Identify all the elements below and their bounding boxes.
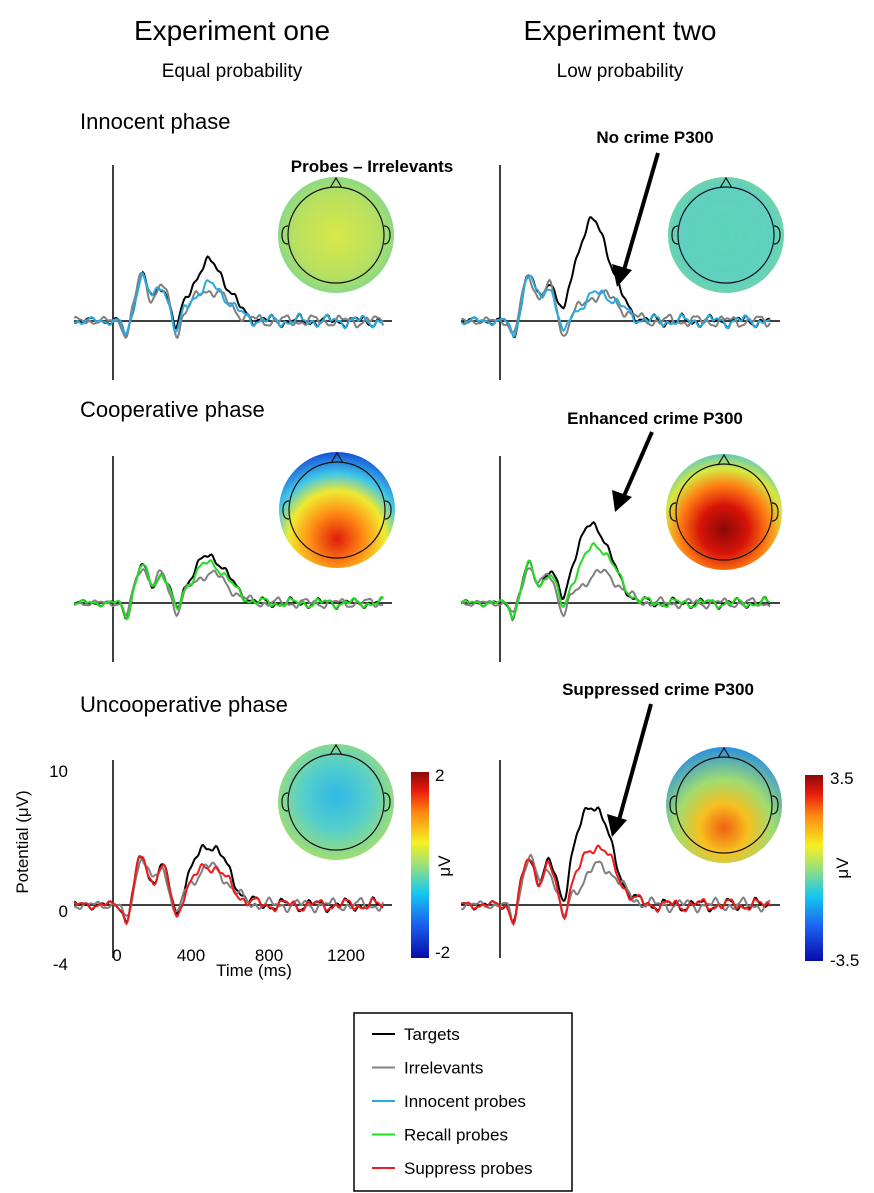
arrowhead-suppressed-crime [607, 814, 627, 837]
trace-recall-probes [460, 541, 771, 621]
trace-irrelevants [73, 858, 385, 917]
panel-3 [73, 456, 392, 662]
y-tick-0: 0 [59, 902, 68, 921]
head-outline [675, 756, 773, 854]
trace-suppress-probes [460, 844, 772, 925]
x-tick-0: 0 [112, 946, 121, 965]
legend-label-2: Irrelevants [404, 1059, 483, 1078]
trace-irrelevants [73, 272, 385, 339]
left-ear [282, 500, 290, 520]
topomap-4 [666, 453, 782, 570]
trace-targets [74, 255, 384, 338]
phase-label-cooperative: Cooperative phase [80, 397, 265, 422]
head-outline [675, 463, 773, 561]
topomap-1 [278, 176, 394, 293]
right-ear [384, 500, 392, 520]
head-outline [288, 461, 386, 559]
annotation-suppressed-crime: Suppressed crime P300 [562, 680, 754, 699]
legend-label-3: Innocent probes [404, 1092, 526, 1111]
panel-6 [460, 760, 780, 958]
nose [329, 176, 343, 189]
topomap-2 [668, 176, 784, 293]
left-ear [281, 225, 289, 245]
panel-5 [73, 760, 392, 958]
nose [329, 743, 343, 756]
arrow-suppressed-crime [617, 703, 653, 821]
topomap-3 [279, 451, 395, 568]
annotation-no-crime: No crime P300 [596, 128, 713, 147]
legend-label-4: Recall probes [404, 1126, 508, 1145]
topomaps [278, 176, 784, 863]
annotation-arrows [607, 152, 660, 837]
column-subtitle-2: Low probability [557, 61, 684, 82]
right-ear [383, 225, 391, 245]
colorbar-1-min: -2 [435, 943, 450, 962]
colorbar-2 [805, 775, 823, 961]
column-title-2: Experiment two [524, 15, 717, 46]
x-tick-400: 400 [177, 946, 205, 965]
right-ear [383, 792, 391, 812]
y-tick-10: 10 [49, 762, 68, 781]
nose [719, 176, 733, 189]
colorbar-2-max: 3.5 [830, 769, 854, 788]
colorbar-1 [411, 772, 429, 958]
colorbar-1-unit: μV [435, 855, 454, 877]
trace-innocent-probes [73, 272, 384, 337]
column-title-1: Experiment one [134, 15, 330, 46]
phase-label-innocent: Innocent phase [80, 109, 230, 134]
right-ear [771, 502, 779, 522]
arrowhead-no-crime [612, 264, 632, 287]
y-axis-label: Potential (μV) [13, 790, 32, 893]
head-outline [287, 186, 385, 284]
colorbar-1-max: 2 [435, 766, 444, 785]
x-tick-800: 800 [255, 946, 283, 965]
legend: Targets Irrelevants Innocent probes Recall … [353, 1012, 573, 1192]
trace-irrelevants [461, 567, 771, 618]
annotation-enhanced-crime: Enhanced crime P300 [567, 409, 743, 428]
arrow-enhanced-crime [622, 431, 654, 497]
left-ear [669, 795, 677, 815]
head-outline [677, 186, 775, 284]
nose [717, 746, 731, 759]
trace-innocent-probes [460, 274, 771, 339]
arrow-no-crime [622, 152, 660, 271]
colorbar-2-unit: μV [833, 857, 852, 879]
nose [330, 451, 344, 464]
panel-1 [73, 165, 392, 380]
trace-suppress-probes [73, 855, 384, 926]
legend-label-1: Targets [404, 1025, 460, 1044]
panel-4 [460, 456, 780, 662]
trace-recall-probes [73, 559, 384, 621]
arrowhead-enhanced-crime [612, 490, 632, 512]
x-axis-label: Time (ms) [216, 961, 292, 980]
topomap-label: Probes – Irrelevants [291, 157, 454, 176]
right-ear [773, 225, 781, 245]
head-outline [287, 753, 385, 851]
right-ear [771, 795, 779, 815]
column-subtitle-1: Equal probability [162, 61, 303, 82]
x-tick-1200: 1200 [327, 946, 365, 965]
nose [717, 453, 731, 466]
left-ear [671, 225, 679, 245]
y-tick-minus-4: -4 [53, 955, 68, 974]
topomap-6 [666, 746, 782, 863]
left-ear [281, 792, 289, 812]
topomap-5 [278, 743, 394, 860]
left-ear [669, 502, 677, 522]
phase-label-uncooperative: Uncooperative phase [80, 692, 288, 717]
erp-panels [73, 165, 780, 958]
colorbar-2-min: -3.5 [830, 951, 859, 970]
legend-label-5: Suppress probes [404, 1159, 533, 1178]
panel-2 [460, 165, 780, 380]
